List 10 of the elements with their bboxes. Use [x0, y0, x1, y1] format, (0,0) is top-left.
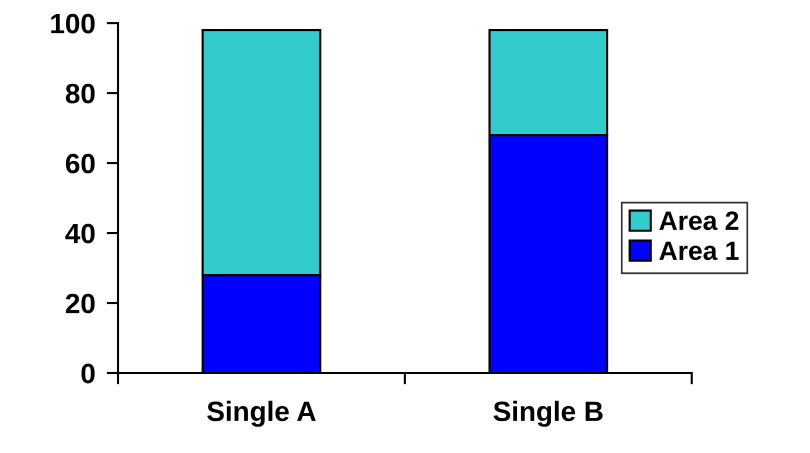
y-tick-label: 100: [51, 14, 95, 34]
y-tick-label: 0: [81, 364, 95, 384]
y-tick-label: 20: [66, 294, 95, 314]
x-tick-label: Single A: [207, 400, 316, 427]
legend-label: Area 2: [659, 211, 738, 230]
y-tick-label: 60: [66, 154, 95, 174]
legend-label: Area 1: [659, 242, 739, 260]
x-tick-label: Single B: [494, 400, 603, 427]
y-tick-label: 80: [66, 84, 95, 104]
y-tick-label: 40: [65, 224, 95, 244]
